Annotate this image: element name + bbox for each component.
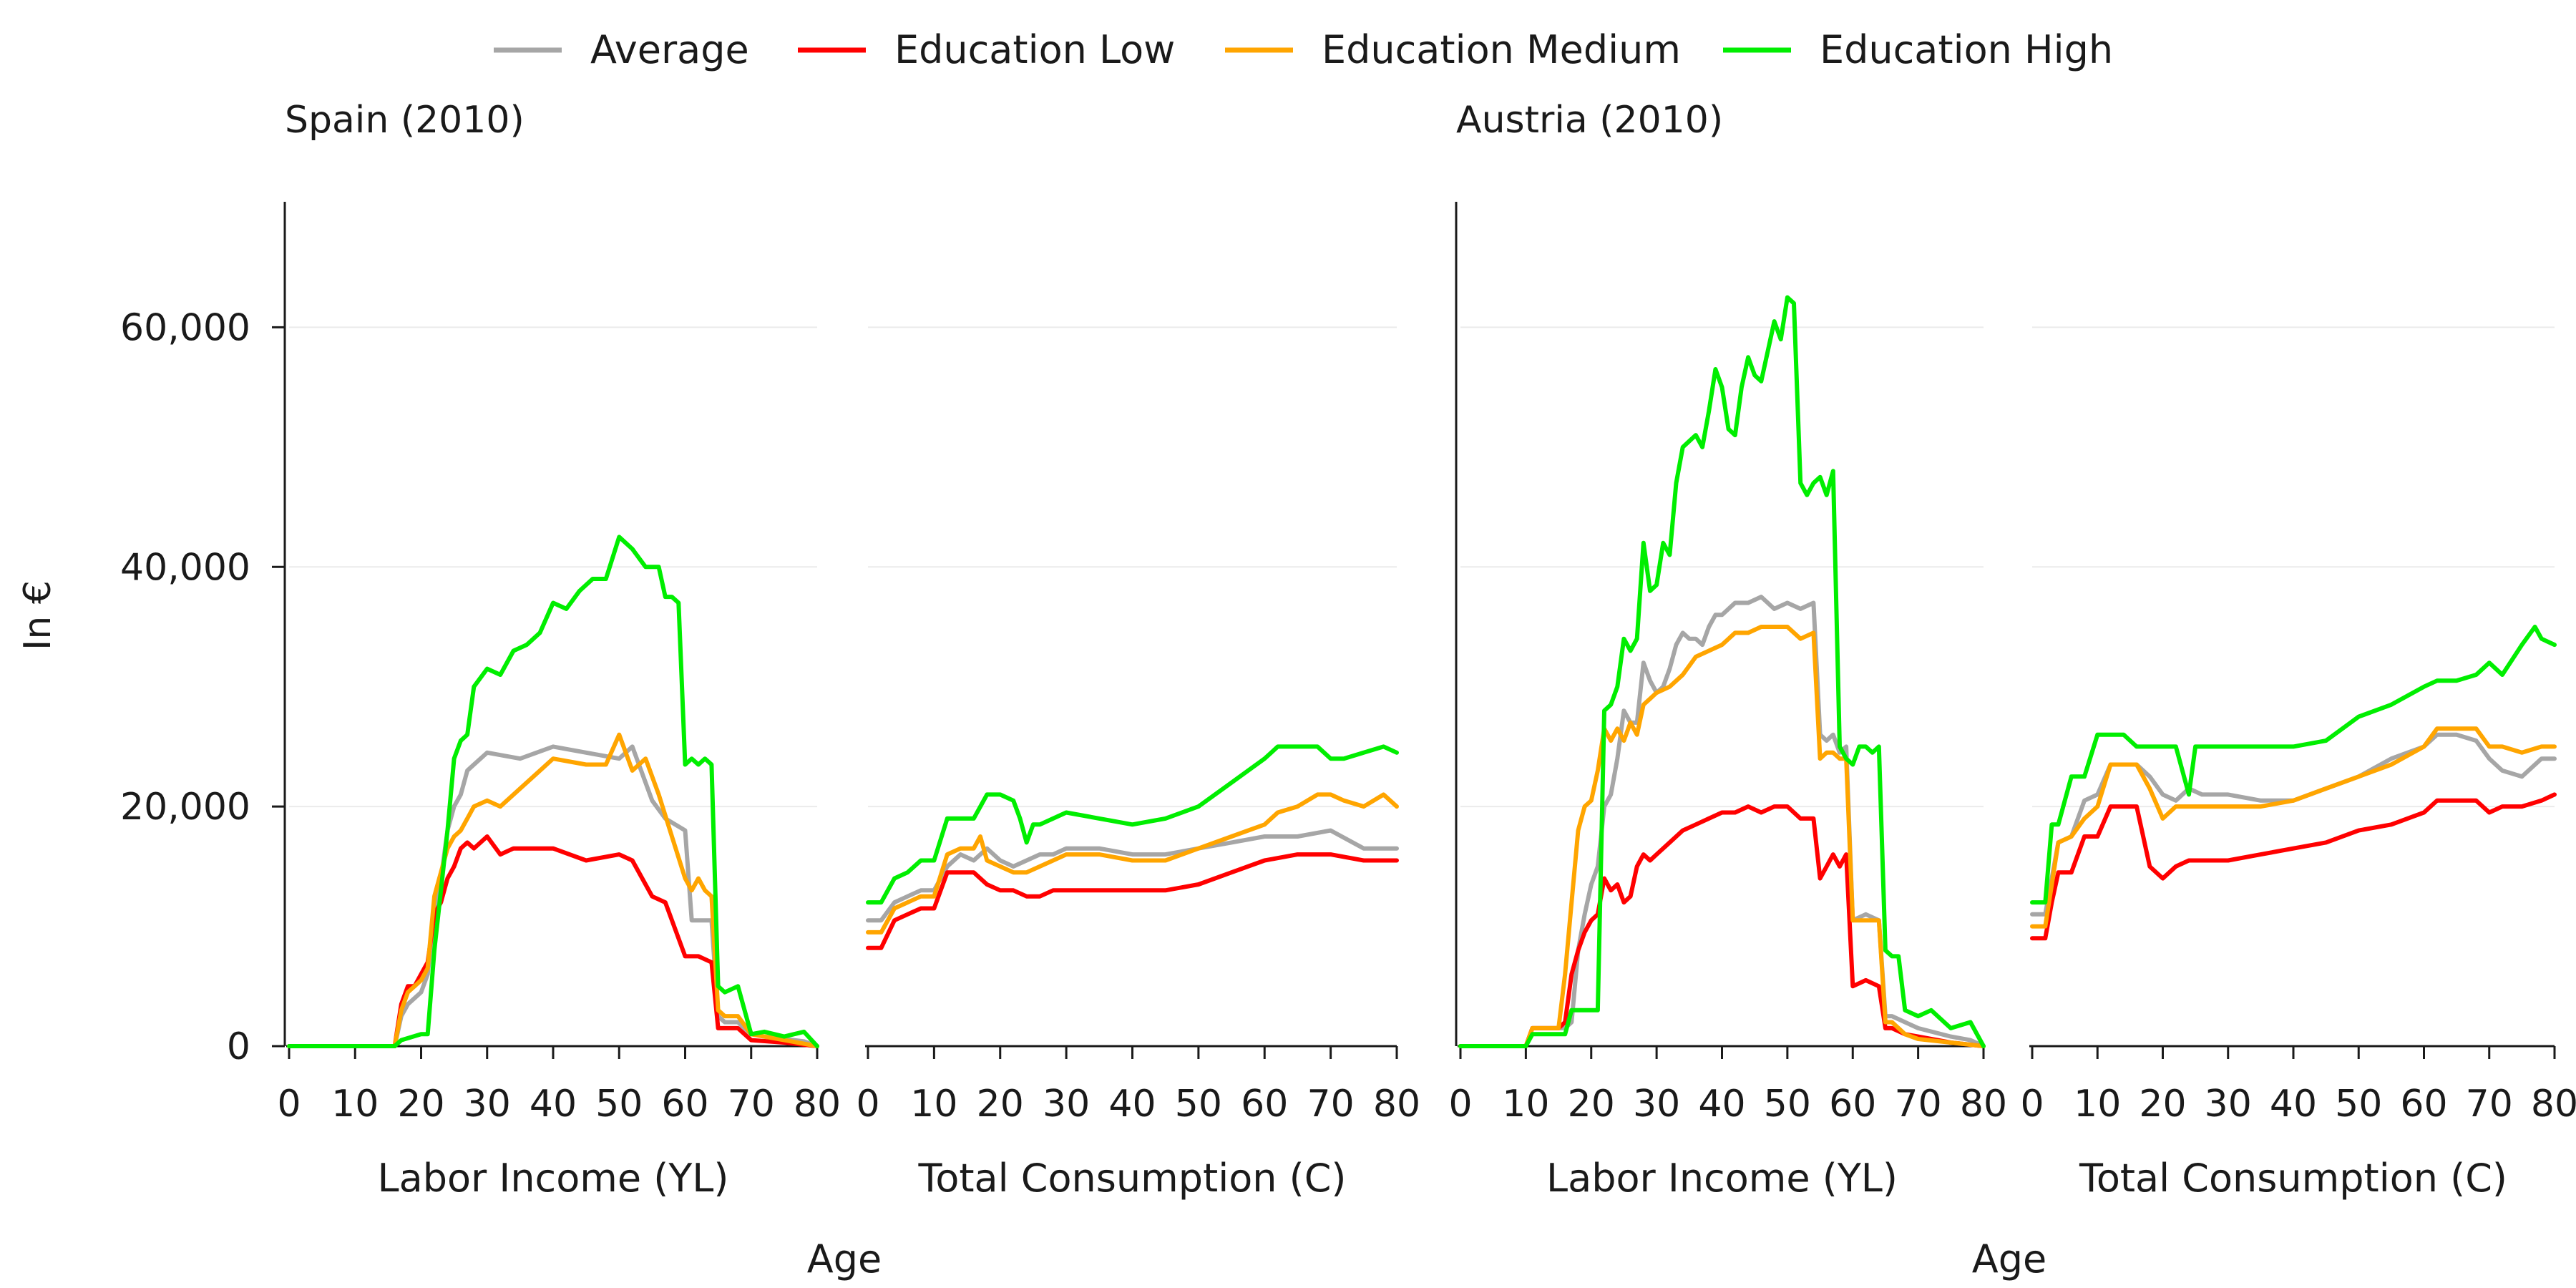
x-tick-label-3: 30 xyxy=(2205,1083,2252,1126)
x-tick-label-7: 70 xyxy=(728,1083,775,1126)
x-tick-label-0: 0 xyxy=(856,1083,879,1126)
legend-label-1: Education Low xyxy=(894,27,1175,72)
y-tick-label-2: 40,000 xyxy=(120,546,250,589)
series-line-education-low xyxy=(1458,804,1986,1048)
series-line-education-low xyxy=(866,852,1399,950)
x-tick-label-5: 50 xyxy=(595,1083,643,1126)
series-line-education-high xyxy=(1458,295,1986,1048)
x-tick-label-7: 70 xyxy=(1307,1083,1355,1126)
panel-label: Labor Income (YL) xyxy=(378,1156,729,1201)
x-tick-label-0: 0 xyxy=(2020,1083,2044,1126)
y-tick-label-1: 20,000 xyxy=(120,786,250,829)
x-tick-label-6: 60 xyxy=(2400,1083,2447,1126)
series-line-average xyxy=(866,828,1399,923)
x-tick-label-3: 30 xyxy=(464,1083,511,1126)
x-tick-label-2: 20 xyxy=(977,1083,1024,1126)
y-axis: 0 20,000 40,000 60,000 xyxy=(120,306,285,1068)
x-tick-label-2: 20 xyxy=(397,1083,444,1126)
legend-label-0: Average xyxy=(590,27,749,72)
x-tick-label-4: 40 xyxy=(530,1083,577,1126)
x-axis-label-spain: Age xyxy=(807,1236,882,1282)
legend-label-2: Education Medium xyxy=(1322,27,1681,72)
series-line-average xyxy=(1458,595,1986,1048)
x-tick-label-8: 80 xyxy=(1373,1083,1420,1126)
x-tick-label-8: 80 xyxy=(1960,1083,2007,1126)
panels: 0 10 20 30 40 50 60 70 80 Labor Income (YL) 0 10 20 3… xyxy=(277,202,2576,1201)
series-line-education-high xyxy=(866,744,1399,905)
x-tick-label-5: 50 xyxy=(1175,1083,1222,1126)
x-tick-label-7: 70 xyxy=(2466,1083,2513,1126)
series-line-average xyxy=(2030,732,2557,917)
panel-2: 0 10 20 30 40 50 60 70 80 Labor Income (YL) xyxy=(1448,295,2007,1201)
x-tick-label-2: 20 xyxy=(1568,1083,1615,1126)
x-tick-label-4: 40 xyxy=(1698,1083,1745,1126)
series-line-education-high xyxy=(2030,625,2557,905)
y-axis-label: In € xyxy=(16,580,59,650)
x-tick-label-2: 20 xyxy=(2139,1083,2186,1126)
panel-1: 0 10 20 30 40 50 60 70 80 Total Consumption (C) xyxy=(856,326,1420,1201)
x-tick-label-4: 40 xyxy=(2270,1083,2317,1126)
y-tick-label-3: 60,000 xyxy=(120,306,250,349)
legend-label-3: Education High xyxy=(1820,27,2113,72)
x-tick-label-1: 10 xyxy=(2074,1083,2121,1126)
panel-0: 0 10 20 30 40 50 60 70 80 Labor Income (YL) xyxy=(277,326,841,1201)
x-tick-label-8: 80 xyxy=(2531,1083,2576,1126)
series-line-education-medium xyxy=(287,732,819,1048)
x-tick-label-6: 60 xyxy=(1829,1083,1876,1126)
panel-3: 0 10 20 30 40 50 60 70 80 Total Consumption (C) xyxy=(2020,326,2576,1201)
panel-label: Total Consumption (C) xyxy=(2079,1156,2507,1201)
x-tick-label-3: 30 xyxy=(1633,1083,1680,1126)
legend: Average Education Low Education Medium Educ… xyxy=(494,27,2113,72)
x-axis-label-austria: Age xyxy=(1972,1236,2046,1282)
x-tick-label-0: 0 xyxy=(1448,1083,1472,1126)
series-line-education-low xyxy=(2030,792,2557,941)
x-tick-label-5: 50 xyxy=(2335,1083,2382,1126)
series-line-education-medium xyxy=(2030,726,2557,929)
x-tick-label-1: 10 xyxy=(910,1083,957,1126)
country-title-austria: Austria (2010) xyxy=(1456,99,1723,142)
x-tick-label-1: 10 xyxy=(331,1083,379,1126)
series-line-education-medium xyxy=(866,792,1399,935)
x-tick-label-0: 0 xyxy=(277,1083,301,1126)
x-tick-label-6: 60 xyxy=(661,1083,708,1126)
x-tick-label-8: 80 xyxy=(794,1083,841,1126)
country-title-spain: Spain (2010) xyxy=(285,99,525,142)
panel-label: Labor Income (YL) xyxy=(1546,1156,1898,1201)
x-tick-label-7: 70 xyxy=(1895,1083,1942,1126)
series-line-education-medium xyxy=(1458,625,1986,1048)
x-tick-label-1: 10 xyxy=(1502,1083,1549,1126)
y-tick-label-0: 0 xyxy=(227,1025,250,1068)
x-tick-label-6: 60 xyxy=(1241,1083,1288,1126)
x-tick-label-3: 30 xyxy=(1043,1083,1090,1126)
x-tick-label-4: 40 xyxy=(1108,1083,1156,1126)
series-line-average xyxy=(287,744,819,1048)
series-line-education-high xyxy=(287,535,819,1048)
panel-label: Total Consumption (C) xyxy=(918,1156,1347,1201)
x-tick-label-5: 50 xyxy=(1764,1083,1811,1126)
